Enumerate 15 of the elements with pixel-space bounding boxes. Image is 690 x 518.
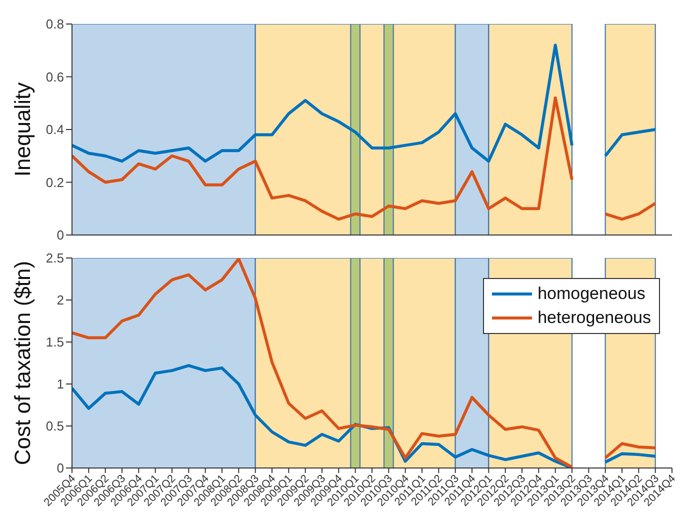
y-tick-label: 0.5 bbox=[46, 418, 64, 434]
y-tick-label: 0.4 bbox=[46, 122, 64, 138]
y-tick-label: 0 bbox=[56, 228, 64, 243]
y-tick-label: 0.6 bbox=[46, 69, 64, 84]
y-tick-label: 1 bbox=[56, 376, 64, 392]
y-axis-title: Inequality bbox=[10, 82, 35, 177]
legend-label: heterogeneous bbox=[538, 308, 651, 328]
y-axis-title: Cost of taxation ($tn) bbox=[10, 260, 35, 466]
y-tick-label: 2.5 bbox=[46, 250, 64, 266]
legend-label: homogeneous bbox=[538, 284, 646, 304]
y-tick-label: 1.5 bbox=[46, 334, 64, 350]
y-tick-label: 0.2 bbox=[46, 174, 64, 190]
y-tick-label: 0.8 bbox=[46, 16, 64, 32]
y-tick-label: 2 bbox=[56, 292, 64, 308]
y-tick-label: 0 bbox=[56, 460, 64, 476]
